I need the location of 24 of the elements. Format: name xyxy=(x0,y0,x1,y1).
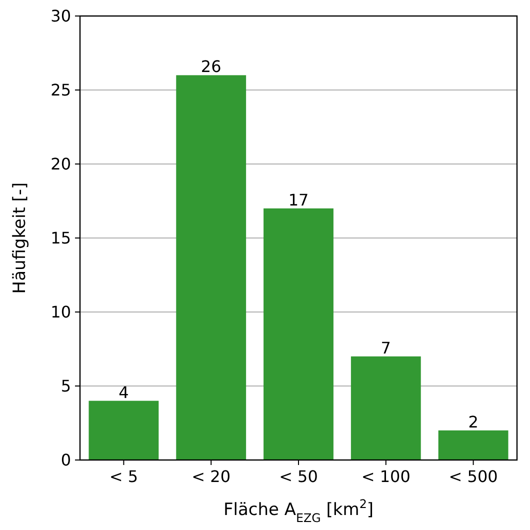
x-tick-label: < 500 xyxy=(448,467,498,486)
y-tick-label: 15 xyxy=(50,228,71,248)
x-axis-title: Fläche A$_{EZG}$ [km$^{2}$] xyxy=(223,497,374,525)
bar xyxy=(176,75,246,460)
bar xyxy=(88,400,159,460)
x-tick-label: < 5 xyxy=(109,467,138,486)
bar xyxy=(350,356,421,460)
bar xyxy=(264,208,334,460)
data-label: 7 xyxy=(380,338,391,358)
x-tick-label: < 50 xyxy=(279,467,318,486)
y-tick-label: 5 xyxy=(60,376,71,396)
y-tick-label: 25 xyxy=(50,80,71,100)
x-tick-label: < 100 xyxy=(361,467,410,486)
data-label: 17 xyxy=(288,190,309,210)
y-tick-label: 30 xyxy=(50,6,71,26)
x-tick-label: < 20 xyxy=(192,467,231,486)
data-label: 26 xyxy=(200,57,222,76)
y-tick-label: 10 xyxy=(50,302,71,322)
data-label: 4 xyxy=(118,382,129,402)
y-tick-label: 0 xyxy=(60,450,71,470)
data-label: 2 xyxy=(468,412,478,432)
bar xyxy=(438,430,508,460)
y-axis-title: Häufigkeit [-] xyxy=(10,182,30,294)
y-tick-label: 20 xyxy=(50,154,71,174)
